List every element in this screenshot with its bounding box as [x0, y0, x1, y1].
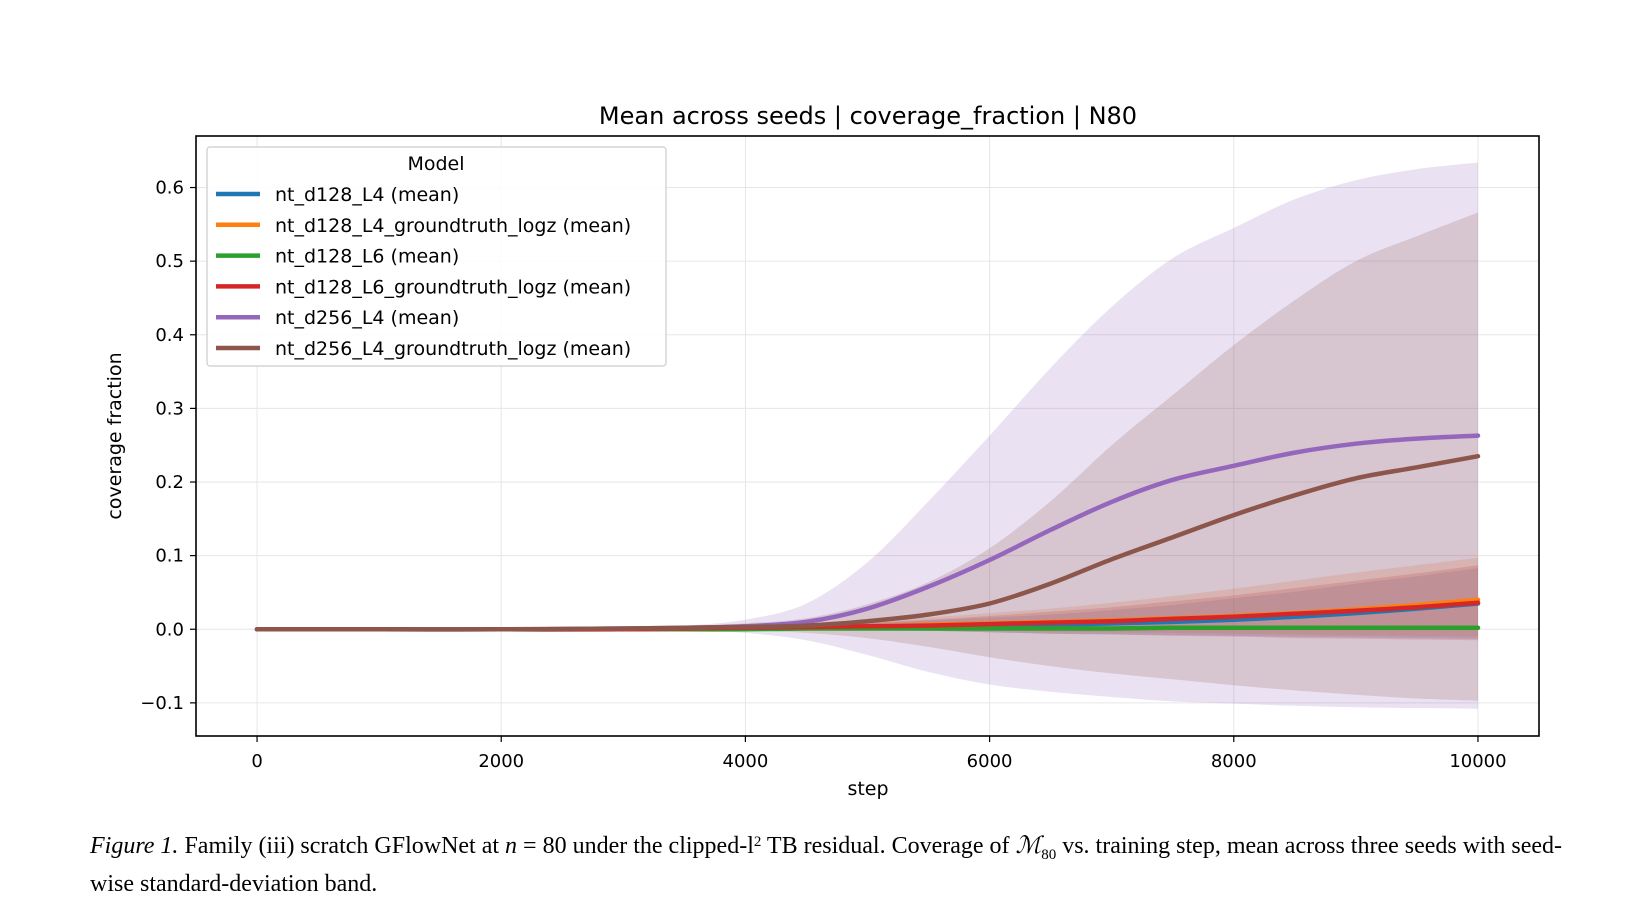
legend-box	[206, 146, 667, 367]
caption-text-eq: = 80	[517, 833, 567, 859]
y-axis-label: coverage fraction	[104, 352, 126, 519]
legend-label: nt_d128_L4 (mean)	[275, 184, 459, 206]
x-tick-label: 4000	[723, 751, 769, 772]
y-tick-label: 0.5	[155, 251, 184, 272]
y-tick-label: −0.1	[140, 693, 184, 714]
legend-label: nt_d128_L6 (mean)	[275, 246, 459, 268]
caption-math-n: n	[505, 833, 518, 859]
mean-lines	[254, 433, 1481, 632]
caption-math-M: ℳ	[1015, 833, 1042, 859]
caption-text-2: under the clipped-l	[566, 833, 754, 859]
x-axis-label: step	[847, 778, 888, 800]
x-tick-label: 2000	[478, 751, 524, 772]
chart-title: Mean across seeds | coverage_fraction | …	[599, 102, 1137, 130]
y-tick-label: 0.0	[155, 619, 184, 640]
caption-text-3: TB residual. Coverage of	[761, 833, 1016, 859]
legend-label: nt_d128_L6_groundtruth_logz (mean)	[275, 276, 631, 298]
figure-label: Figure 1.	[90, 833, 179, 859]
x-tick-label: 6000	[967, 751, 1013, 772]
axis-ticks: 0 2000 4000 6000 8000 10000 −0.1 0.0 0.1 0.2 0.3 0.…	[140, 178, 1506, 772]
y-tick-label: 0.4	[155, 325, 184, 346]
x-tick-label: 8000	[1211, 751, 1257, 772]
caption-text-1: Family (iii) scratch GFlowNet at	[178, 833, 506, 859]
figure-caption: Figure 1. Family (iii) scratch GFlowNet …	[90, 832, 1570, 899]
legend-label: nt_d256_L4_groundtruth_logz (mean)	[275, 338, 631, 360]
legend-label: nt_d256_L4 (mean)	[275, 307, 459, 329]
y-tick-label: 0.3	[155, 398, 184, 419]
series-line	[254, 453, 1481, 632]
legend: Model nt_d128_L4 (mean) nt_d128_L4_ground…	[206, 146, 667, 367]
caption-sup-2: 2	[753, 834, 762, 850]
plot-frame	[195, 135, 1540, 737]
legend-label: nt_d128_L4_groundtruth_logz (mean)	[275, 215, 631, 237]
x-tick-label: 10000	[1449, 751, 1506, 772]
std-band	[257, 162, 1478, 709]
std-band	[257, 212, 1478, 701]
caption-text-4: vs. training step, mean across three see…	[90, 833, 1563, 897]
y-tick-label: 0.1	[155, 546, 184, 567]
legend-title: Model	[407, 153, 464, 175]
y-tick-label: 0.2	[155, 472, 184, 493]
x-tick-label: 0	[251, 751, 262, 772]
y-tick-label: 0.6	[155, 178, 184, 199]
caption-sub-80: 80	[1041, 846, 1057, 863]
